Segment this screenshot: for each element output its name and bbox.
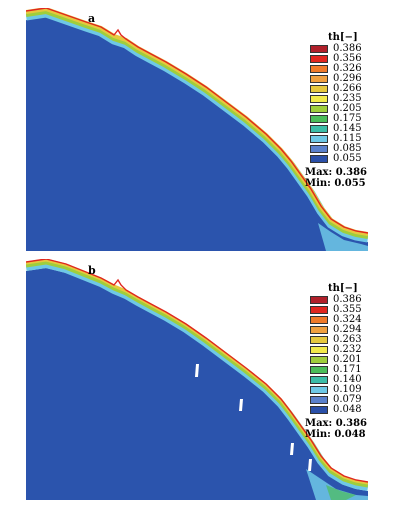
legend-swatch bbox=[310, 396, 328, 404]
toe-seepage-zone bbox=[306, 469, 368, 500]
crack-marker bbox=[239, 399, 243, 411]
legend-swatch bbox=[310, 155, 328, 163]
legend-swatch bbox=[310, 75, 328, 83]
legend-swatch bbox=[310, 366, 328, 374]
legend-swatch bbox=[310, 326, 328, 334]
legend-value: 0.140 bbox=[333, 374, 362, 385]
legend-value: 0.263 bbox=[333, 334, 362, 345]
legend-swatch bbox=[310, 145, 328, 153]
legend-swatch bbox=[310, 135, 328, 143]
legend-value: 0.386 bbox=[333, 294, 362, 305]
legend-value: 0.109 bbox=[333, 384, 362, 395]
legend-value: 0.266 bbox=[333, 83, 362, 94]
legend-min: Min: 0.055 bbox=[305, 178, 366, 189]
legend-swatch bbox=[310, 65, 328, 73]
legend-swatch bbox=[310, 316, 328, 324]
toe-seepage-zone-green bbox=[326, 485, 356, 500]
legend-value: 0.048 bbox=[333, 404, 362, 415]
legend-swatch bbox=[310, 296, 328, 304]
legend-max: Max: 0.386 bbox=[305, 167, 368, 178]
legend-value: 0.171 bbox=[333, 364, 362, 375]
legend-value: 0.232 bbox=[333, 344, 362, 355]
legend-value: 0.235 bbox=[333, 93, 362, 104]
slope-body bbox=[26, 17, 368, 251]
crack-marker bbox=[195, 364, 199, 377]
legend-swatch bbox=[310, 336, 328, 344]
wet-band-red bbox=[26, 8, 368, 234]
slope-contour-plot bbox=[26, 259, 368, 500]
legend-swatch bbox=[310, 376, 328, 384]
legend-title: th[−] bbox=[328, 32, 358, 43]
legend-value: 0.296 bbox=[333, 73, 362, 84]
legend-value: 0.145 bbox=[333, 123, 362, 134]
toe-seepage-zone bbox=[318, 223, 368, 251]
panel-label: a bbox=[88, 12, 96, 25]
legend-title: th[−] bbox=[328, 283, 358, 294]
slope-contour-plot bbox=[26, 8, 368, 251]
legend-swatch bbox=[310, 346, 328, 354]
legend-value: 0.201 bbox=[333, 354, 362, 365]
legend-min: Min: 0.048 bbox=[305, 429, 366, 440]
legend-value: 0.085 bbox=[333, 143, 362, 154]
legend-swatch bbox=[310, 125, 328, 133]
legend-value: 0.175 bbox=[333, 113, 362, 124]
legend-swatch bbox=[310, 406, 328, 414]
wet-band-red bbox=[26, 259, 368, 483]
legend-swatch bbox=[310, 55, 328, 63]
legend-swatch bbox=[310, 356, 328, 364]
contour-panel-a: a th[−] 0.386 0.356 0.326 0.296 0.266 0.235 0.… bbox=[26, 8, 368, 251]
legend-swatch bbox=[310, 105, 328, 113]
legend-swatch bbox=[310, 306, 328, 314]
legend-value: 0.386 bbox=[333, 43, 362, 54]
legend-swatch bbox=[310, 45, 328, 53]
legend-value: 0.055 bbox=[333, 153, 362, 164]
legend-value: 0.356 bbox=[333, 53, 362, 64]
crack-marker bbox=[290, 443, 294, 455]
legend-swatch bbox=[310, 386, 328, 394]
legend-swatch bbox=[310, 85, 328, 93]
legend-max: Max: 0.386 bbox=[305, 418, 368, 429]
contour-panel-b: b th[−] 0.386 0.355 0.324 0.294 0.263 0.232 0.… bbox=[26, 259, 368, 500]
panel-label: b bbox=[88, 264, 96, 277]
crack-marker bbox=[308, 459, 312, 471]
legend-value: 0.326 bbox=[333, 63, 362, 74]
legend-value: 0.115 bbox=[333, 133, 362, 144]
legend-swatch bbox=[310, 95, 328, 103]
legend-value: 0.079 bbox=[333, 394, 362, 405]
slope-body bbox=[26, 268, 368, 500]
legend-value: 0.324 bbox=[333, 314, 362, 325]
legend-value: 0.294 bbox=[333, 324, 362, 335]
legend-swatch bbox=[310, 115, 328, 123]
legend-value: 0.355 bbox=[333, 304, 362, 315]
legend-value: 0.205 bbox=[333, 103, 362, 114]
